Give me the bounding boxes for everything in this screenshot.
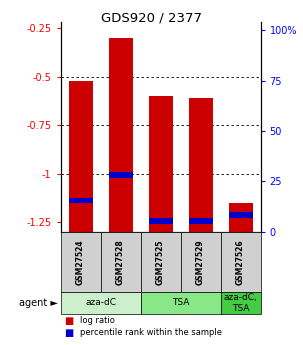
Text: percentile rank within the sample: percentile rank within the sample [80,328,222,337]
Bar [228,212,253,218]
Text: GDS920 / 2377: GDS920 / 2377 [101,11,202,24]
Bar [68,81,93,232]
Bar [108,38,133,232]
Text: aza-dC: aza-dC [85,298,116,307]
Bar [148,96,173,232]
Text: ■: ■ [64,328,73,338]
Text: GSM27526: GSM27526 [236,239,245,285]
Text: TSA: TSA [172,298,189,307]
Text: ■: ■ [64,316,73,326]
Text: GSM27528: GSM27528 [116,239,125,285]
Text: GSM27529: GSM27529 [196,239,205,285]
Text: GSM27524: GSM27524 [76,239,85,285]
Text: agent ►: agent ► [19,298,58,308]
Bar [148,218,173,224]
Text: GSM27525: GSM27525 [156,239,165,285]
Text: aza-dC,
TSA: aza-dC, TSA [224,293,258,313]
Bar [68,198,93,203]
Text: log ratio: log ratio [80,316,115,325]
Bar [228,203,253,232]
Bar [188,218,213,224]
Bar [188,98,213,232]
Bar [108,172,133,178]
